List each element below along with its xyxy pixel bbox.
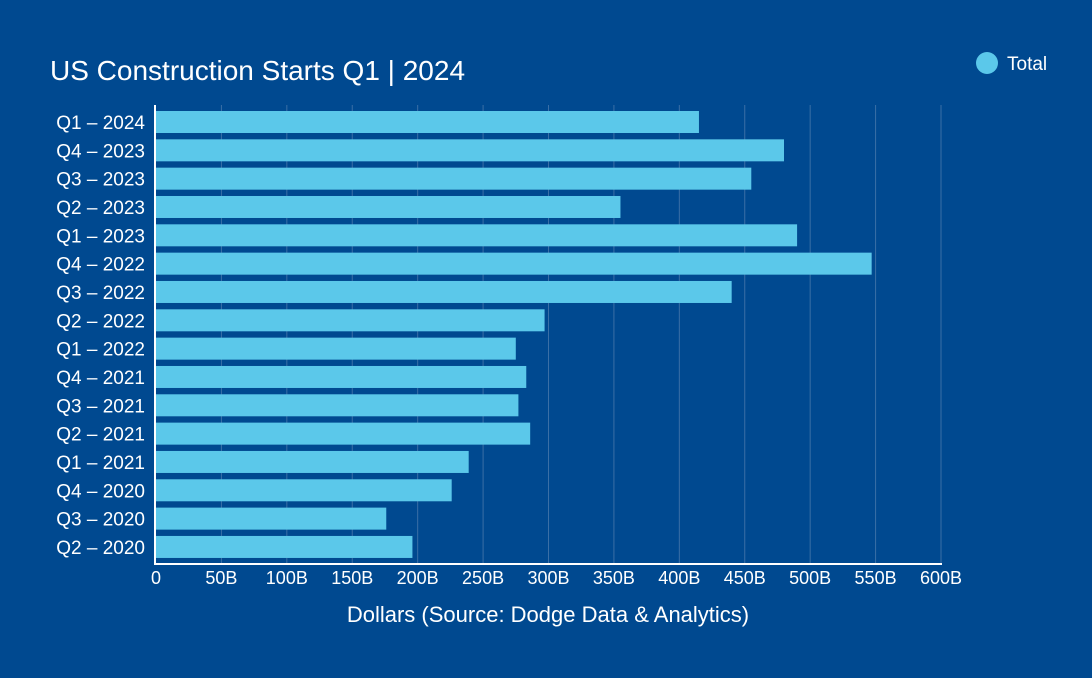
bar[interactable] — [156, 337, 516, 360]
bar[interactable] — [156, 111, 699, 133]
category-label: Q1 – 2021 — [56, 453, 145, 474]
category-label: Q3 – 2022 — [56, 283, 145, 304]
category-label: Q1 – 2023 — [56, 226, 145, 247]
bar[interactable] — [156, 507, 387, 530]
category-label: Q2 – 2023 — [56, 198, 145, 219]
axes — [154, 105, 942, 565]
x-tick-label: 550B — [855, 568, 897, 588]
x-tick-label: 600B — [920, 568, 962, 588]
category-label: Q2 – 2021 — [56, 425, 145, 446]
category-label: Q4 – 2023 — [56, 141, 145, 162]
x-tick-label: 50B — [205, 568, 237, 588]
bar[interactable] — [156, 195, 621, 218]
category-label: Q1 – 2022 — [56, 340, 145, 361]
x-tick-label: 300B — [527, 568, 569, 588]
bar[interactable] — [156, 224, 798, 247]
bar[interactable] — [156, 394, 519, 417]
category-label: Q3 – 2020 — [56, 510, 145, 531]
bar[interactable] — [156, 167, 752, 190]
legend[interactable]: Total — [976, 52, 1047, 75]
bar[interactable] — [156, 535, 413, 558]
chart-title: US Construction Starts Q1 | 2024 — [50, 55, 465, 86]
bar[interactable] — [156, 139, 784, 162]
bar[interactable] — [156, 280, 732, 303]
x-axis-title: Dollars (Source: Dodge Data & Analytics) — [347, 602, 749, 627]
bar[interactable] — [156, 365, 527, 388]
bar[interactable] — [156, 309, 545, 332]
bar[interactable] — [156, 479, 452, 502]
bar[interactable] — [156, 450, 469, 473]
x-tick-labels: 0 50B 100B 150B 200B 250B 300B 350B 400B 450B 500B… — [151, 568, 962, 588]
x-tick-label: 100B — [266, 568, 308, 588]
category-label: Q2 – 2020 — [56, 538, 145, 559]
legend-label-total: Total — [1007, 54, 1047, 75]
x-tick-label: 500B — [789, 568, 831, 588]
category-labels: Q1 – 2024 Q4 – 2023 Q3 – 2023 Q2 – 2023 Q1 –… — [56, 113, 145, 559]
category-label: Q4 – 2022 — [56, 255, 145, 276]
x-tick-label: 450B — [724, 568, 766, 588]
x-tick-label: 400B — [658, 568, 700, 588]
x-tick-label: 150B — [331, 568, 373, 588]
legend-marker-total — [976, 52, 998, 74]
category-label: Q2 – 2022 — [56, 311, 145, 332]
bars — [156, 111, 872, 558]
category-label: Q3 – 2023 — [56, 170, 145, 191]
x-tick-label: 0 — [151, 568, 161, 588]
category-label: Q3 – 2021 — [56, 396, 145, 417]
category-label: Q4 – 2020 — [56, 481, 145, 502]
bar[interactable] — [156, 422, 531, 445]
x-tick-label: 250B — [462, 568, 504, 588]
x-tick-label: 350B — [593, 568, 635, 588]
x-tick-label: 200B — [397, 568, 439, 588]
bar[interactable] — [156, 252, 872, 275]
category-label: Q1 – 2024 — [56, 113, 145, 134]
category-label: Q4 – 2021 — [56, 368, 145, 389]
